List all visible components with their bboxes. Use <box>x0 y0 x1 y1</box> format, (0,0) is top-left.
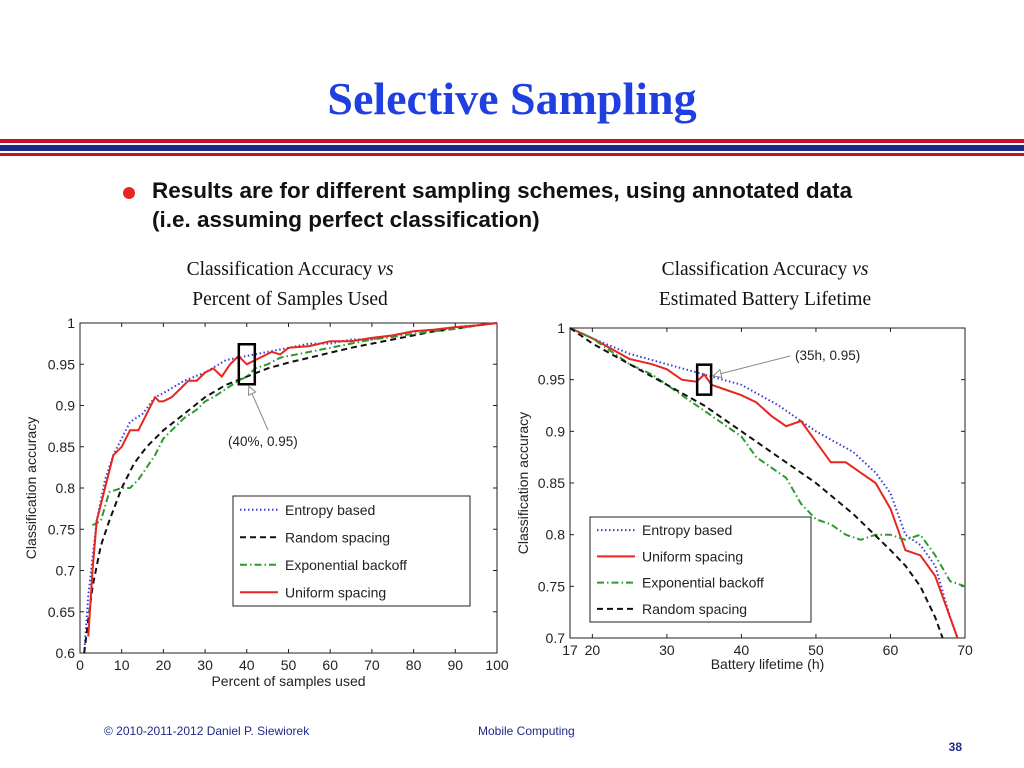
chart1-annotation-arrowhead <box>247 385 257 396</box>
chart2-y-tick-label: 0.95 <box>538 372 565 388</box>
chart2-annotation-arrowhead <box>712 368 723 379</box>
chart2-legend <box>589 516 812 623</box>
right-caption-line2: Estimated Battery Lifetime <box>658 289 872 310</box>
chart1-annotation-marker <box>237 343 257 386</box>
chart2-x-tick-label: 30 <box>659 642 675 658</box>
chart2-y-tick-label: 0.7 <box>546 630 566 646</box>
chart2-x-tick-label: 70 <box>957 642 973 658</box>
chart2-series-line-entropy-based <box>569 327 959 639</box>
left-caption-line1: Classification Accuracy <box>186 259 378 280</box>
chart2-series-line-random-spacing <box>569 327 944 639</box>
chart1-y-tick-label: 0.7 <box>56 563 76 579</box>
chart2-x-tick-label: 17 <box>562 642 578 658</box>
chart1-x-tick-label: 20 <box>156 657 172 673</box>
chart2-y-tick-label: 0.75 <box>538 578 565 594</box>
chart1-series-line-exponential-backoff <box>92 322 498 526</box>
chart1-series-line-uniform-spacing <box>87 322 498 637</box>
page-number: 38 <box>948 740 962 754</box>
chart2-x-tick-label: 60 <box>883 642 899 658</box>
chart1-x-tick-label: 60 <box>322 657 338 673</box>
chart2-legend-entry: Random spacing <box>642 601 747 617</box>
chart2-y-axis-label: Classification accuracy <box>515 412 531 554</box>
chart1-x-tick-label: 100 <box>485 657 509 673</box>
chart2-legend-entry: Uniform spacing <box>642 548 743 564</box>
chart1-y-tick-label: 0.65 <box>48 604 75 620</box>
chart2-legend-entry: Exponential backoff <box>642 575 764 591</box>
chart1-x-tick-label: 10 <box>114 657 130 673</box>
chart2-y-tick-label: 0.85 <box>538 475 565 491</box>
title-rule-red-bottom <box>0 153 1024 156</box>
chart2-x-axis-label: Battery lifetime (h) <box>711 656 825 672</box>
chart1-y-tick-label: 0.9 <box>56 398 76 414</box>
chart2-x-tick-label: 20 <box>585 642 601 658</box>
chart2-y-tick-label: 0.9 <box>546 423 566 439</box>
chart1-series-line-random-spacing <box>83 322 498 654</box>
chart2-series-line-uniform-spacing <box>569 327 959 639</box>
chart1-y-axis-label: Classification accuracy <box>23 417 39 559</box>
right-caption-line1: Classification Accuracy <box>661 259 853 280</box>
chart1-x-tick-label: 70 <box>364 657 380 673</box>
chart1-legend-entry: Entropy based <box>285 502 375 518</box>
chart1-x-tick-label: 80 <box>406 657 422 673</box>
chart1-y-tick-label: 0.85 <box>48 439 75 455</box>
chart2-legend-entry: Entropy based <box>642 522 732 538</box>
left-caption-vs: vs <box>377 259 394 280</box>
chart1-y-tick-label: 1 <box>67 315 75 331</box>
chart1-legend-entry: Random spacing <box>285 529 390 545</box>
footer-copyright: © 2010-2011-2012 Daniel P. Siewiorek <box>104 724 310 738</box>
chart1-y-tick-label: 0.6 <box>56 645 76 661</box>
chart1-legend <box>232 495 471 607</box>
chart2-y-tick-label: 0.8 <box>546 527 566 543</box>
chart2-x-tick-label: 40 <box>734 642 750 658</box>
bullet-dot <box>123 187 135 199</box>
chart1-x-tick-label: 50 <box>281 657 297 673</box>
chart2-y-tick-label: 1 <box>557 320 565 336</box>
chart1-x-tick-label: 0 <box>76 657 84 673</box>
chart1-x-axis-label: Percent of samples used <box>211 673 365 689</box>
chart1-x-tick-label: 40 <box>239 657 255 673</box>
left-chart-caption: Classification Accuracy vs Percent of Sa… <box>120 255 460 315</box>
chart2-annotation-arrow <box>713 355 791 377</box>
title-rule-red-top <box>0 139 1024 143</box>
footer-course: Mobile Computing <box>478 724 575 738</box>
slide-title: Selective Sampling <box>327 73 697 124</box>
chart1-x-tick-label: 90 <box>448 657 464 673</box>
chart1-legend-entry: Uniform spacing <box>285 584 386 600</box>
chart2-x-tick-label: 50 <box>808 642 824 658</box>
chart1-y-tick-label: 0.75 <box>48 521 75 537</box>
right-caption-vs: vs <box>852 259 869 280</box>
chart1-legend-entry: Exponential backoff <box>285 557 407 573</box>
chart2-annotation-marker <box>695 363 713 396</box>
chart2-series-line-exponential-backoff <box>569 327 966 588</box>
chart2-annotation-label: (35h, 0.95) <box>795 348 860 363</box>
title-rule-blue <box>0 145 1024 151</box>
left-caption-line2: Percent of Samples Used <box>192 289 388 310</box>
right-chart-caption: Classification Accuracy vs Estimated Bat… <box>590 255 940 315</box>
chart1-y-tick-label: 0.8 <box>56 480 76 496</box>
chart1-x-tick-label: 30 <box>197 657 213 673</box>
chart1-y-tick-label: 0.95 <box>48 356 75 372</box>
chart1-annotation-label: (40%, 0.95) <box>228 434 298 449</box>
bullet-text: Results are for different sampling schem… <box>152 178 853 232</box>
